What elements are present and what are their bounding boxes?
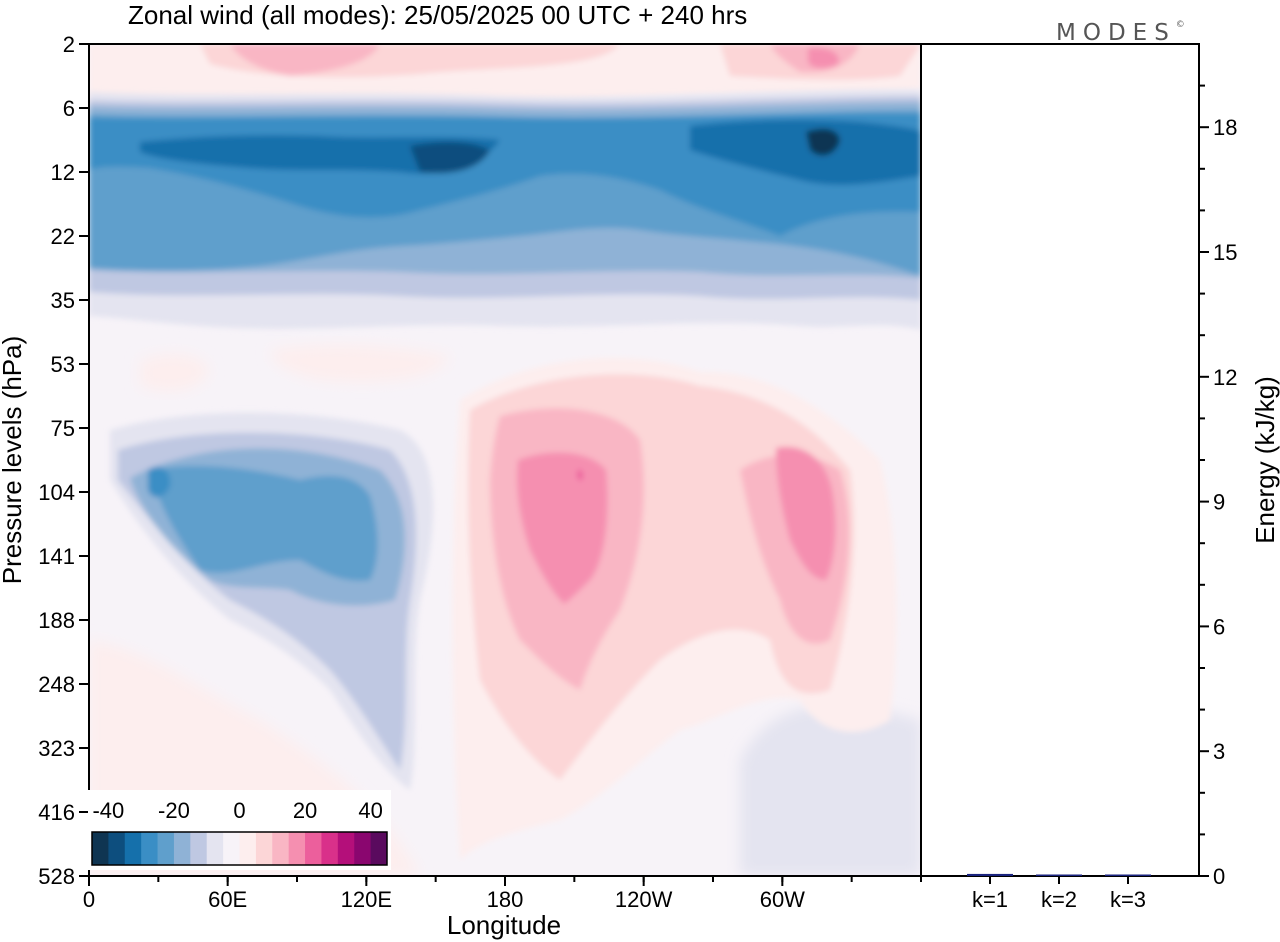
colorbar-swatch bbox=[173, 832, 191, 865]
colorbar-swatch bbox=[321, 832, 339, 865]
x-tick-label: 120E bbox=[341, 887, 392, 912]
energy-category-label: k=3 bbox=[1110, 887, 1146, 912]
logo-text: MODES bbox=[1056, 20, 1176, 46]
colorbar-label: -40 bbox=[92, 798, 124, 823]
energy-tick-label: 9 bbox=[1213, 490, 1225, 515]
x-axis-label: Longitude bbox=[447, 910, 561, 940]
y-tick-label: 12 bbox=[51, 160, 75, 185]
chart-title: Zonal wind (all modes): 25/05/2025 00 UT… bbox=[128, 0, 748, 30]
y-tick-label: 416 bbox=[38, 800, 75, 825]
colorbar-swatch bbox=[206, 832, 224, 865]
colorbar-border bbox=[91, 831, 388, 866]
colorbar-swatch bbox=[124, 832, 142, 865]
colorbar-swatch bbox=[141, 832, 159, 865]
logo-mark: © bbox=[1175, 20, 1185, 30]
colorbar-swatch bbox=[354, 832, 372, 865]
energy-frame bbox=[920, 43, 1200, 877]
energy-tick-label: 6 bbox=[1213, 614, 1225, 639]
heatmap-field bbox=[89, 44, 921, 876]
energy-bar bbox=[1105, 874, 1151, 876]
energy-bar bbox=[967, 873, 1013, 876]
energy-tick-label: 18 bbox=[1213, 115, 1237, 140]
y-tick-label: 2 bbox=[63, 32, 75, 57]
longitude-axis: 0 60E 120E 180 120W 60W bbox=[83, 876, 922, 912]
energy-axis-label: Energy (kJ/kg) bbox=[1250, 376, 1280, 544]
x-tick-label: 0 bbox=[83, 887, 95, 912]
energy-axis: 0 3 6 9 12 15 18 bbox=[1199, 84, 1237, 889]
y-tick-label: 104 bbox=[38, 480, 75, 505]
y-tick-label: 188 bbox=[38, 608, 75, 633]
x-tick-label: 60E bbox=[208, 887, 247, 912]
colorbar-label: 40 bbox=[358, 798, 382, 823]
colorbar-swatch bbox=[157, 832, 175, 865]
colorbar-label: 0 bbox=[233, 798, 245, 823]
energy-tick-label: 3 bbox=[1213, 739, 1225, 764]
y-tick-label: 22 bbox=[51, 224, 75, 249]
colorbar-swatch bbox=[223, 832, 240, 865]
y-tick-label: 6 bbox=[63, 96, 75, 121]
y-tick-label: 248 bbox=[38, 672, 75, 697]
energy-tick-label: 15 bbox=[1213, 240, 1237, 265]
colorbar-swatch bbox=[337, 832, 355, 865]
x-tick-label: 120W bbox=[615, 887, 673, 912]
colorbar-swatch bbox=[305, 832, 322, 865]
colorbar-swatch bbox=[190, 832, 208, 865]
colorbar-swatch bbox=[239, 832, 257, 865]
pressure-axis: 2 6 12 22 35 53 75 104 141 188 248 323 416 528 bbox=[38, 32, 89, 889]
y-axis-label: Pressure levels (hPa) bbox=[0, 336, 27, 585]
y-tick-label: 323 bbox=[38, 736, 75, 761]
colorbar-swatch bbox=[370, 832, 388, 865]
x-tick-label: 60W bbox=[760, 887, 805, 912]
colorbar-swatch bbox=[272, 832, 290, 865]
y-tick-label: 53 bbox=[51, 352, 75, 377]
colorbar-label: 20 bbox=[293, 798, 317, 823]
brand-logo: MODES© bbox=[1056, 20, 1185, 46]
x-tick-label: 180 bbox=[487, 887, 524, 912]
energy-bars: k=1 k=2 k=3 bbox=[967, 873, 1151, 912]
energy-category-label: k=2 bbox=[1041, 887, 1077, 912]
colorbar-swatch bbox=[255, 832, 273, 865]
colorbar-swatch bbox=[288, 832, 306, 865]
energy-tick-label: 12 bbox=[1213, 365, 1237, 390]
energy-tick-label: 0 bbox=[1213, 864, 1225, 889]
y-tick-label: 75 bbox=[51, 416, 75, 441]
colorbar-swatch bbox=[92, 832, 109, 865]
y-tick-label: 35 bbox=[51, 288, 75, 313]
colorbar-swatch bbox=[108, 832, 126, 865]
y-tick-label: 141 bbox=[38, 544, 75, 569]
energy-bar bbox=[1036, 874, 1082, 876]
colorbar: -40 -20 0 20 40 bbox=[88, 790, 391, 870]
colorbar-label: -20 bbox=[158, 798, 190, 823]
y-tick-label: 528 bbox=[38, 864, 75, 889]
energy-category-label: k=1 bbox=[972, 887, 1008, 912]
